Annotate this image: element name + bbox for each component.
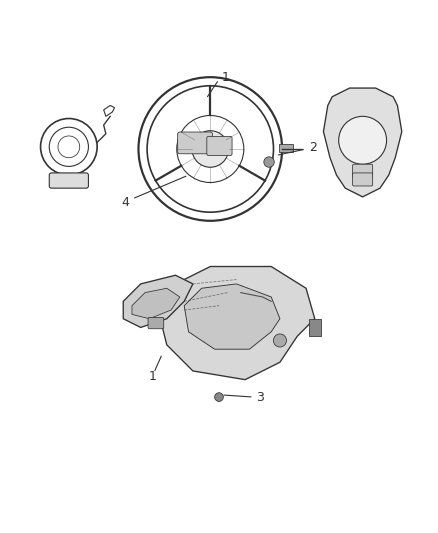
Polygon shape xyxy=(123,275,193,327)
Polygon shape xyxy=(184,284,280,349)
Circle shape xyxy=(273,334,286,347)
FancyBboxPatch shape xyxy=(178,132,212,154)
Text: 2: 2 xyxy=(309,141,317,154)
Text: 1: 1 xyxy=(148,370,156,383)
Circle shape xyxy=(215,393,223,401)
FancyBboxPatch shape xyxy=(279,144,293,152)
FancyBboxPatch shape xyxy=(49,173,88,188)
Circle shape xyxy=(264,157,274,167)
Text: 1: 1 xyxy=(222,71,230,84)
FancyBboxPatch shape xyxy=(148,318,164,329)
Polygon shape xyxy=(132,288,180,319)
FancyBboxPatch shape xyxy=(353,164,373,177)
Circle shape xyxy=(339,116,387,164)
Text: 3: 3 xyxy=(256,391,264,405)
FancyBboxPatch shape xyxy=(309,319,321,336)
FancyBboxPatch shape xyxy=(207,136,232,156)
FancyBboxPatch shape xyxy=(353,173,373,186)
Text: 4: 4 xyxy=(121,196,129,208)
Circle shape xyxy=(192,131,229,167)
Polygon shape xyxy=(323,88,402,197)
Polygon shape xyxy=(158,266,315,379)
